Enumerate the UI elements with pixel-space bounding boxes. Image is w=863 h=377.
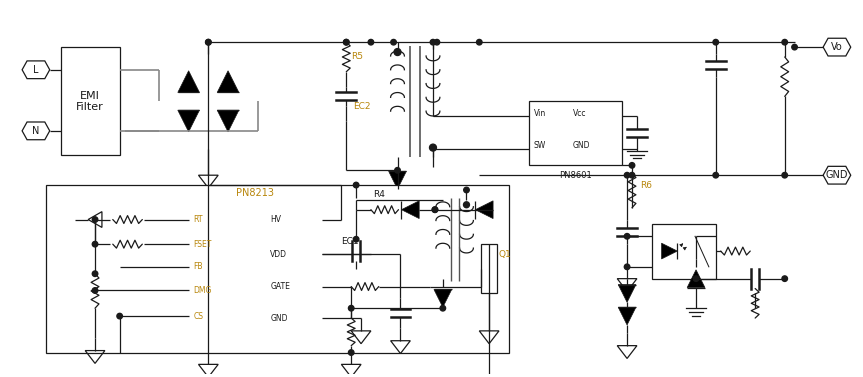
Text: EC2: EC2 (353, 102, 371, 111)
Polygon shape (217, 71, 239, 92)
Circle shape (117, 313, 123, 319)
Polygon shape (434, 290, 451, 307)
Circle shape (629, 162, 635, 168)
Text: Vo: Vo (831, 42, 843, 52)
Circle shape (92, 288, 98, 293)
Circle shape (463, 187, 469, 193)
Text: R6: R6 (639, 181, 652, 190)
Polygon shape (388, 171, 406, 189)
Text: GND: GND (826, 170, 848, 180)
Text: HV: HV (270, 215, 281, 224)
Polygon shape (618, 285, 636, 302)
Circle shape (92, 271, 98, 276)
Polygon shape (687, 270, 705, 288)
Bar (652, 224, 715, 279)
Circle shape (391, 40, 396, 45)
Circle shape (432, 207, 438, 213)
Text: R4: R4 (373, 190, 385, 199)
Polygon shape (476, 201, 493, 219)
Text: CS: CS (193, 312, 204, 320)
Circle shape (353, 236, 359, 242)
Polygon shape (178, 110, 199, 132)
Text: SW: SW (533, 141, 545, 150)
Circle shape (782, 276, 787, 281)
Circle shape (624, 233, 630, 239)
Polygon shape (217, 110, 239, 132)
Text: Vin: Vin (533, 109, 545, 118)
Text: VDD: VDD (270, 250, 287, 259)
Bar (46, 185, 509, 352)
Bar (189, 205, 322, 343)
Text: DMG: DMG (193, 286, 212, 295)
Circle shape (205, 40, 211, 45)
Text: EMI
Filter: EMI Filter (76, 90, 104, 112)
Text: RT: RT (193, 215, 203, 224)
Circle shape (629, 172, 635, 178)
Polygon shape (401, 201, 419, 219)
Circle shape (92, 241, 98, 247)
Bar (60, 47, 120, 155)
Text: EC1: EC1 (342, 237, 359, 246)
Circle shape (713, 40, 719, 45)
Circle shape (353, 182, 359, 188)
Text: GND: GND (270, 314, 288, 323)
Circle shape (349, 350, 354, 355)
Circle shape (624, 172, 630, 178)
Circle shape (440, 305, 445, 311)
Circle shape (782, 40, 787, 45)
Text: GND: GND (573, 141, 590, 150)
Text: N: N (32, 126, 40, 136)
Circle shape (349, 305, 354, 311)
Circle shape (343, 40, 349, 45)
Circle shape (624, 264, 630, 270)
Text: PN8213: PN8213 (236, 188, 274, 198)
Text: L: L (33, 65, 39, 75)
Text: PN8601: PN8601 (559, 171, 592, 180)
Bar (482, 244, 497, 293)
Bar (528, 101, 622, 166)
Circle shape (431, 40, 436, 45)
Text: GATE: GATE (270, 282, 290, 291)
Circle shape (369, 40, 374, 45)
Circle shape (434, 40, 439, 45)
Circle shape (205, 40, 211, 45)
Text: FSET: FSET (193, 240, 212, 249)
Polygon shape (178, 71, 199, 92)
Text: FB: FB (193, 262, 203, 271)
Circle shape (782, 172, 787, 178)
Circle shape (792, 44, 797, 50)
Circle shape (430, 144, 437, 151)
Circle shape (92, 217, 98, 222)
Text: R5: R5 (351, 52, 363, 61)
Circle shape (343, 40, 349, 45)
Text: Q1: Q1 (499, 250, 512, 259)
Circle shape (463, 202, 469, 208)
Polygon shape (662, 243, 677, 259)
Text: Vcc: Vcc (573, 109, 586, 118)
Circle shape (394, 49, 401, 55)
Circle shape (693, 276, 699, 281)
Circle shape (476, 40, 482, 45)
Circle shape (713, 172, 719, 178)
Polygon shape (618, 307, 636, 325)
Circle shape (394, 167, 400, 173)
Circle shape (432, 207, 438, 213)
